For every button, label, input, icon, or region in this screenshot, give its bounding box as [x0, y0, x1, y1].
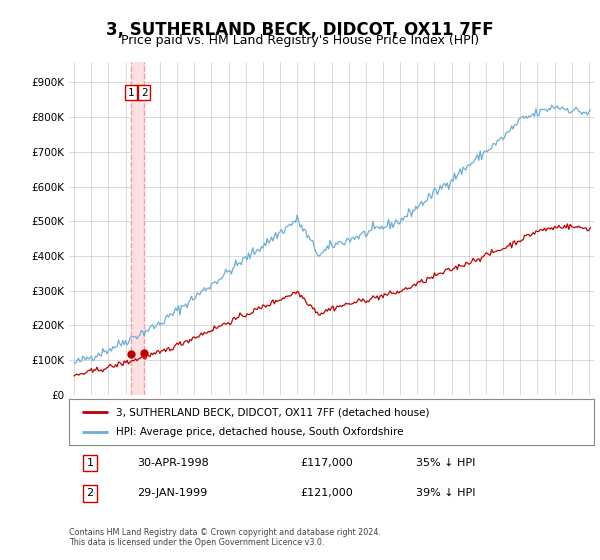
Text: 1: 1	[86, 458, 94, 468]
Text: 29-JAN-1999: 29-JAN-1999	[137, 488, 208, 498]
Text: £121,000: £121,000	[300, 488, 353, 498]
Text: 1: 1	[128, 88, 134, 98]
Text: 3, SUTHERLAND BECK, DIDCOT, OX11 7FF: 3, SUTHERLAND BECK, DIDCOT, OX11 7FF	[106, 21, 494, 39]
Text: Price paid vs. HM Land Registry's House Price Index (HPI): Price paid vs. HM Land Registry's House …	[121, 34, 479, 46]
Text: 39% ↓ HPI: 39% ↓ HPI	[415, 488, 475, 498]
Text: 2: 2	[86, 488, 94, 498]
Text: 35% ↓ HPI: 35% ↓ HPI	[415, 458, 475, 468]
Text: Contains HM Land Registry data © Crown copyright and database right 2024.
This d: Contains HM Land Registry data © Crown c…	[69, 528, 381, 547]
Text: 2: 2	[141, 88, 148, 98]
Text: 30-APR-1998: 30-APR-1998	[137, 458, 209, 468]
Text: HPI: Average price, detached house, South Oxfordshire: HPI: Average price, detached house, Sout…	[116, 427, 404, 437]
Text: £117,000: £117,000	[300, 458, 353, 468]
Bar	[131, 62, 144, 395]
Text: 3, SUTHERLAND BECK, DIDCOT, OX11 7FF (detached house): 3, SUTHERLAND BECK, DIDCOT, OX11 7FF (de…	[116, 407, 430, 417]
